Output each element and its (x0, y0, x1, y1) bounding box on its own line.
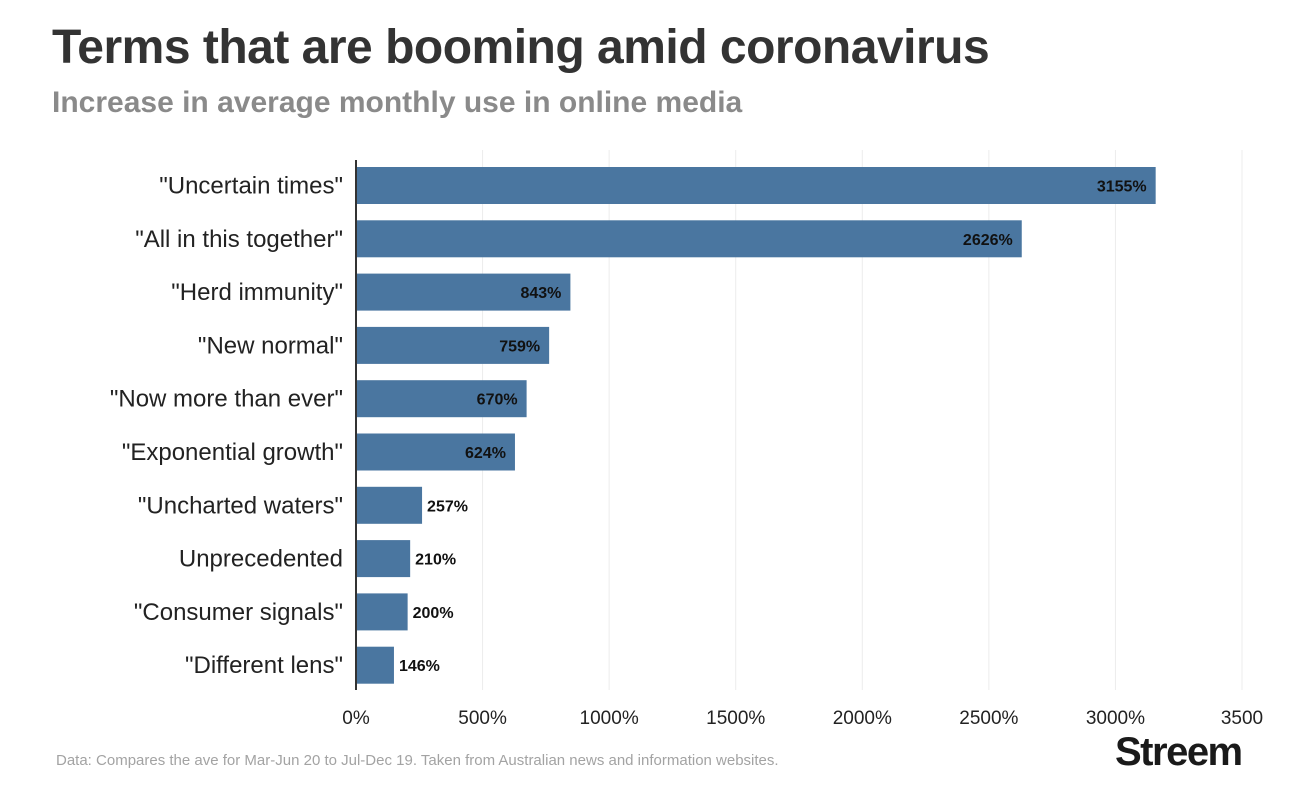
value-label: 759% (499, 338, 540, 355)
value-label: 257% (427, 498, 468, 515)
bar (357, 646, 394, 684)
category-label: "Herd immunity" (171, 279, 343, 306)
value-label: 624% (465, 445, 506, 462)
category-label: Unprecedented (179, 546, 343, 573)
bar (357, 326, 550, 364)
bars (357, 167, 1156, 684)
category-label: "New normal" (198, 332, 343, 359)
x-tick-label: 500% (458, 708, 507, 729)
value-label: 3155% (1097, 179, 1147, 196)
category-label: "Different lens" (185, 652, 343, 679)
source-note: Data: Compares the ave for Mar-Jun 20 to… (56, 752, 779, 769)
bar (357, 220, 1022, 258)
bar (357, 167, 1156, 204)
bar (357, 486, 423, 524)
bar (357, 540, 411, 578)
brand-logo: Streem (1115, 730, 1243, 774)
x-tick-label: 1000% (580, 708, 639, 729)
bar (357, 593, 408, 631)
category-labels: "Uncertain times" "All in this together" "… (110, 173, 343, 680)
value-label: 210% (415, 552, 456, 569)
bar (357, 273, 571, 311)
bar (357, 433, 515, 471)
x-tick-label: 2500% (959, 708, 1018, 729)
category-label: "Consumer signals" (134, 599, 343, 626)
x-tick-label: 1500% (706, 708, 765, 729)
value-label: 843% (520, 285, 561, 302)
category-label: "Uncertain times" (159, 173, 343, 200)
category-label: "Uncharted waters" (138, 492, 343, 519)
x-axis-ticks: 0% 500% 1000% 1500% 2000% 2500% 3000% 3500 (342, 708, 1263, 729)
category-label: "Now more than ever" (110, 386, 343, 413)
x-tick-label: 3000% (1086, 708, 1145, 729)
chart-title: Terms that are booming amid coronavirus (52, 21, 990, 74)
value-label: 670% (477, 392, 518, 409)
value-label: 200% (413, 605, 454, 622)
value-labels: 3155% 2626% 843% 759% 670% 624% 257% 210% 200% 14… (399, 179, 1147, 676)
chart-subtitle: Increase in average monthly use in onlin… (52, 86, 743, 119)
value-label: 2626% (963, 232, 1013, 249)
x-tick-label: 3500 (1221, 708, 1263, 729)
x-tick-label: 0% (342, 708, 370, 729)
x-tick-label: 2000% (833, 708, 892, 729)
category-label: "All in this together" (135, 226, 343, 253)
bar (357, 380, 527, 418)
category-label: "Exponential growth" (122, 439, 343, 466)
value-label: 146% (399, 658, 440, 675)
